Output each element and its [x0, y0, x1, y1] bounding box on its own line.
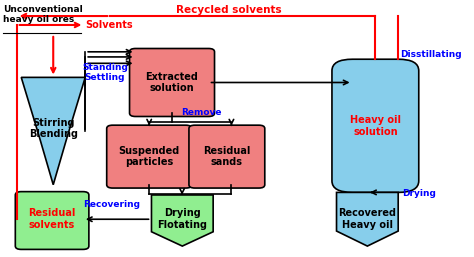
Text: Suspended
particles: Suspended particles — [118, 146, 180, 167]
Text: Heavy oil
solution: Heavy oil solution — [350, 115, 401, 137]
FancyBboxPatch shape — [129, 49, 215, 116]
Polygon shape — [152, 195, 213, 246]
Text: Residual
sands: Residual sands — [203, 146, 251, 167]
Text: Unconventional
heavy oil ores: Unconventional heavy oil ores — [3, 5, 83, 24]
Text: Stirring
Blending: Stirring Blending — [29, 118, 78, 139]
FancyBboxPatch shape — [15, 192, 89, 249]
FancyBboxPatch shape — [107, 125, 191, 188]
Text: Drying: Drying — [402, 189, 436, 198]
Text: Residual
solvents: Residual solvents — [28, 208, 75, 230]
Text: Extracted
solution: Extracted solution — [146, 72, 199, 93]
Text: Drying
Flotating: Drying Flotating — [157, 208, 207, 230]
Polygon shape — [337, 192, 398, 246]
Text: Recovering: Recovering — [83, 200, 140, 209]
FancyBboxPatch shape — [332, 59, 419, 192]
Polygon shape — [21, 77, 85, 185]
Text: Standing
Settling: Standing Settling — [82, 62, 128, 82]
FancyBboxPatch shape — [189, 125, 265, 188]
Text: Solvents: Solvents — [85, 20, 133, 30]
Text: Remove: Remove — [182, 108, 222, 117]
Text: Recycled solvents: Recycled solvents — [176, 5, 282, 15]
Text: Disstillating: Disstillating — [401, 50, 462, 59]
Text: Recovered
Heavy oil: Recovered Heavy oil — [338, 208, 396, 230]
